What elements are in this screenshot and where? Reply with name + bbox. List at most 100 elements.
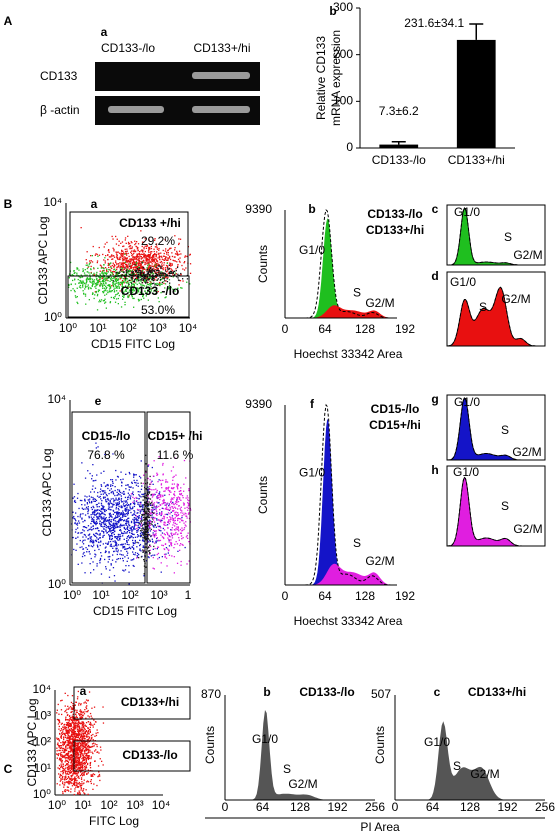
event-dot xyxy=(77,267,79,270)
event-dot xyxy=(119,529,121,531)
gate-label: 53.0% xyxy=(141,303,175,317)
event-dot xyxy=(109,508,111,511)
event-dot xyxy=(62,743,64,745)
event-dot xyxy=(132,288,134,291)
event-dot xyxy=(177,528,179,530)
event-dot xyxy=(129,525,131,527)
event-dot xyxy=(150,245,152,248)
y-tick-label: 9390 xyxy=(245,202,272,216)
event-dot xyxy=(133,269,136,271)
event-dot xyxy=(133,517,135,519)
event-dot xyxy=(131,282,133,284)
event-dot xyxy=(100,525,103,527)
event-dot xyxy=(67,761,70,763)
event-dot xyxy=(166,289,168,291)
event-dot xyxy=(140,536,142,538)
event-dot xyxy=(72,497,74,499)
event-dot xyxy=(111,272,113,274)
event-dot xyxy=(130,529,132,531)
event-dot xyxy=(167,249,169,251)
event-dot xyxy=(80,704,82,706)
event-dot xyxy=(116,503,118,505)
event-dot xyxy=(127,295,129,297)
event-dot xyxy=(174,519,176,522)
event-dot xyxy=(76,543,78,545)
event-dot xyxy=(95,514,97,516)
event-dot xyxy=(65,764,68,766)
event-dot xyxy=(62,775,64,778)
event-dot xyxy=(132,559,134,561)
event-dot xyxy=(124,508,126,510)
event-dot xyxy=(145,566,147,568)
event-dot xyxy=(127,261,129,263)
histogram-fill xyxy=(285,563,397,585)
event-dot xyxy=(148,508,150,510)
event-dot xyxy=(75,738,77,741)
event-dot xyxy=(98,280,100,282)
event-dot xyxy=(154,276,156,278)
event-dot xyxy=(137,542,140,544)
event-dot xyxy=(95,732,97,734)
event-dot xyxy=(81,775,84,777)
event-dot xyxy=(57,738,60,740)
event-dot xyxy=(111,267,113,270)
event-dot xyxy=(148,249,150,251)
event-dot xyxy=(87,499,89,501)
event-dot xyxy=(67,776,70,778)
event-dot xyxy=(77,729,79,731)
event-dot xyxy=(99,537,101,539)
event-dot xyxy=(177,518,179,520)
event-dot xyxy=(69,718,72,720)
event-dot xyxy=(142,549,144,551)
event-dot xyxy=(149,283,151,285)
event-dot xyxy=(125,259,128,261)
event-dot xyxy=(103,284,105,286)
event-dot xyxy=(89,276,91,278)
event-dot xyxy=(148,504,150,507)
event-dot xyxy=(105,499,107,501)
event-dot xyxy=(72,517,74,519)
event-dot xyxy=(124,267,126,269)
event-dot xyxy=(122,295,124,297)
event-dot xyxy=(125,269,128,271)
event-dot xyxy=(72,772,74,775)
event-dot xyxy=(132,539,134,542)
event-dot xyxy=(78,719,80,721)
event-dot xyxy=(143,523,145,525)
event-dot xyxy=(165,479,167,481)
event-dot xyxy=(107,503,109,505)
event-dot xyxy=(82,743,84,745)
event-dot xyxy=(151,272,154,274)
event-dot xyxy=(173,260,175,262)
event-dot xyxy=(84,555,86,557)
event-dot xyxy=(56,743,59,746)
event-dot xyxy=(143,267,145,269)
event-dot xyxy=(70,723,72,725)
event-dot xyxy=(127,260,129,262)
event-dot xyxy=(114,520,117,522)
event-dot xyxy=(90,757,92,760)
event-dot xyxy=(153,279,155,282)
event-dot xyxy=(87,266,89,268)
event-dot xyxy=(181,538,183,540)
event-dot xyxy=(124,304,126,306)
event-dot xyxy=(69,739,71,741)
event-dot xyxy=(147,465,149,467)
event-dot xyxy=(85,259,87,261)
gate xyxy=(146,411,191,584)
event-dot xyxy=(118,263,120,265)
event-dot xyxy=(67,752,70,754)
event-dot xyxy=(172,271,175,273)
event-dot xyxy=(135,482,137,484)
event-dot xyxy=(134,541,136,543)
gate-label: 11.6 % xyxy=(157,448,194,462)
event-dot xyxy=(160,514,162,517)
event-dot xyxy=(96,516,98,518)
event-dot xyxy=(185,525,187,527)
event-dot xyxy=(175,268,177,270)
event-dot xyxy=(158,502,160,504)
event-dot xyxy=(124,250,127,253)
event-dot xyxy=(179,257,181,259)
event-dot xyxy=(131,271,133,273)
event-dot xyxy=(113,575,116,577)
